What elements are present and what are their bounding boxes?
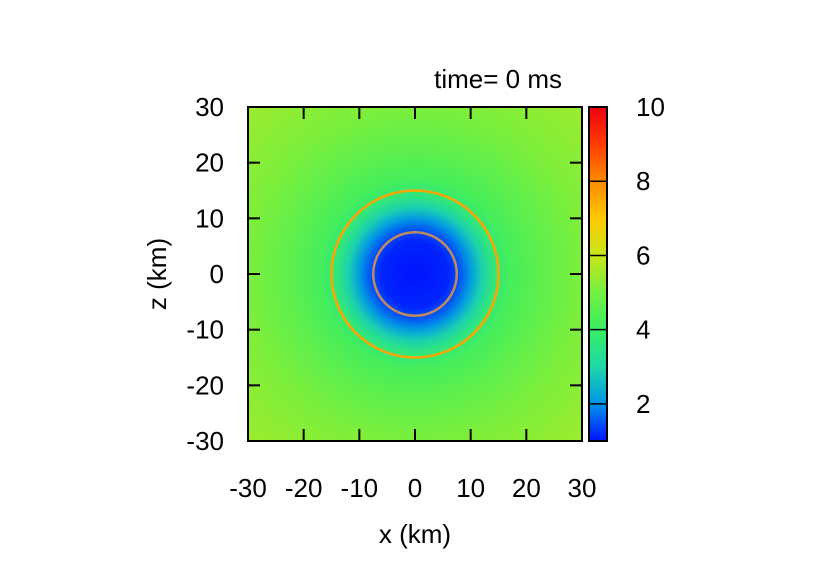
colorbar-tick-label: 10 (636, 92, 665, 122)
y-tick-label: -30 (186, 426, 224, 456)
y-tick-label: -20 (186, 370, 224, 400)
y-axis-label: z (km) (142, 238, 172, 310)
contour-ring (330, 189, 500, 359)
y-tick-label: 30 (195, 92, 224, 122)
y-tick-label: 20 (195, 148, 224, 178)
colorbar-ticks: 10 8 6 4 2 (589, 92, 665, 419)
x-tick-label: 10 (456, 473, 485, 503)
colorbar (589, 107, 607, 441)
contour-group (330, 189, 500, 359)
y-tick-label: -10 (186, 315, 224, 345)
contour-ring (372, 231, 458, 317)
colorbar-tick-label: 2 (636, 389, 650, 419)
y-ticks: 30 20 10 0 -10 -20 -30 (186, 92, 582, 456)
x-tick-label: 30 (568, 473, 597, 503)
x-tick-label: 20 (512, 473, 541, 503)
y-tick-label: 10 (195, 203, 224, 233)
x-tick-label: 0 (408, 473, 422, 503)
x-ticks: -30 -20 -10 0 10 20 30 (229, 107, 596, 503)
x-axis-label: x (km) (379, 519, 451, 549)
x-tick-label: -30 (229, 473, 267, 503)
colorbar-frame (588, 106, 608, 442)
plot-frame (247, 106, 583, 442)
y-tick-label: 0 (210, 259, 224, 289)
colorbar-tick-label: 8 (636, 166, 650, 196)
colorbar-tick-label: 4 (636, 315, 650, 345)
x-tick-label: -10 (341, 473, 379, 503)
heatmap-field (248, 107, 582, 441)
chart-title: time= 0 ms (434, 64, 562, 94)
colorbar-tick-label: 6 (636, 240, 650, 270)
x-tick-label: -20 (285, 473, 323, 503)
